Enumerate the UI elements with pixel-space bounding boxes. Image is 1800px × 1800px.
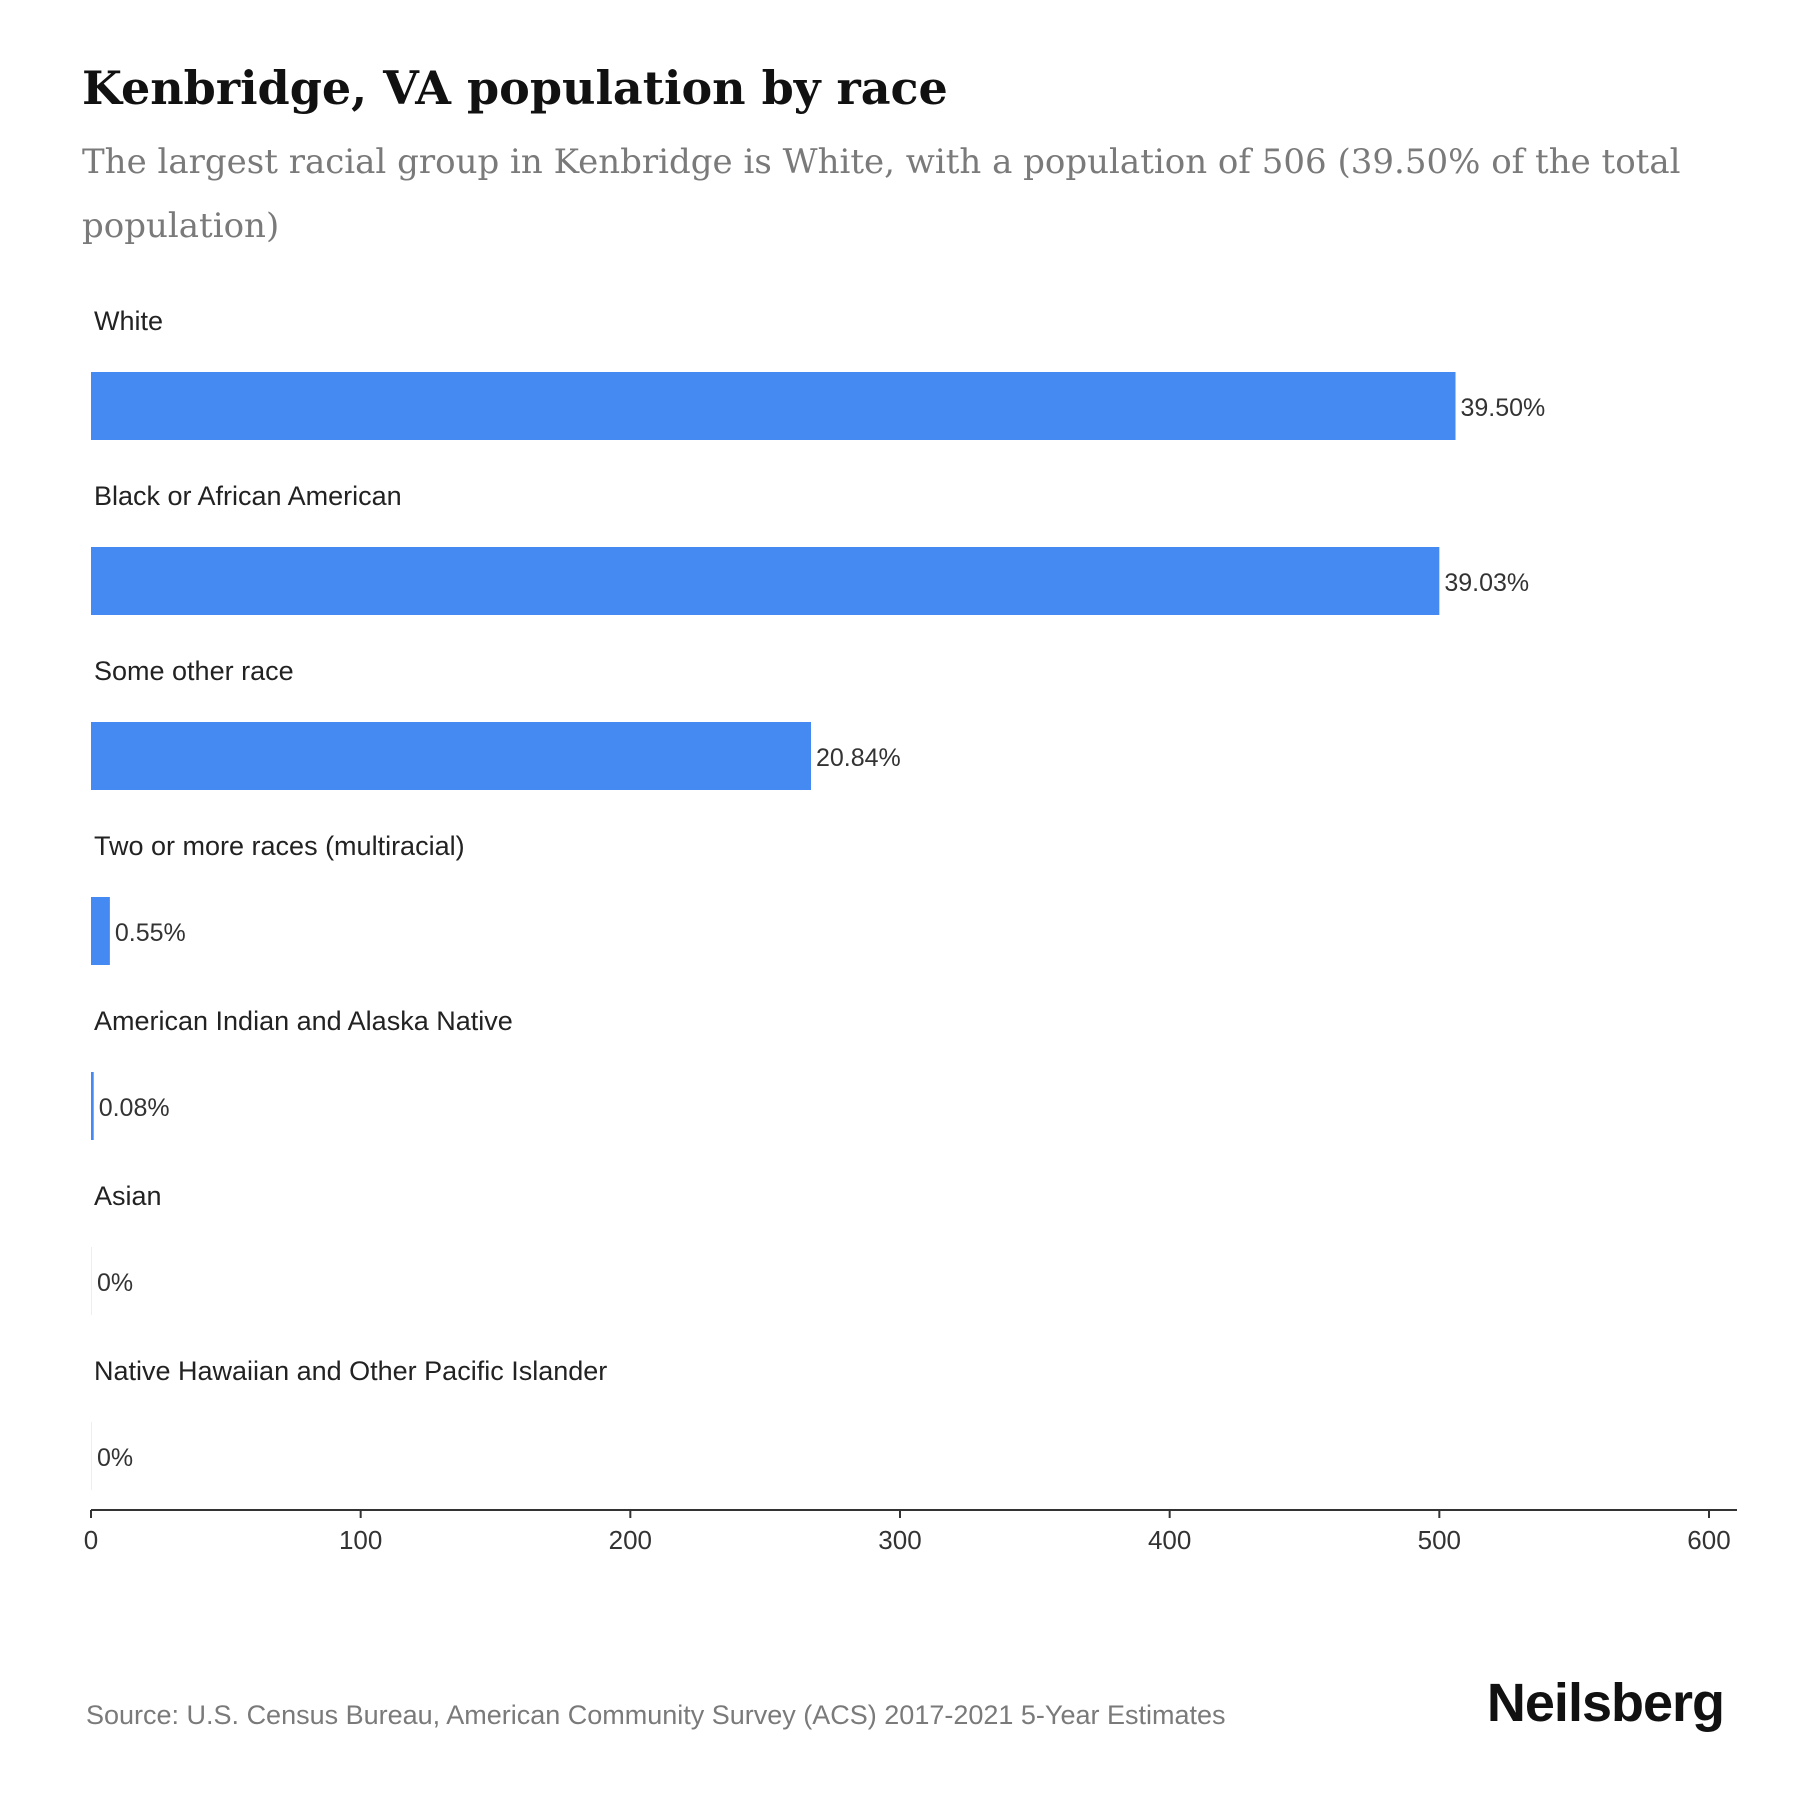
category-label: Some other race [94,656,294,686]
category-label: Native Hawaiian and Other Pacific Island… [94,1356,607,1386]
value-label: 0% [97,1444,133,1472]
bar [91,547,1440,615]
value-label: 39.03% [1444,569,1529,597]
bar [91,897,110,965]
value-label: 0.08% [99,1094,170,1122]
chart-title: Kenbridge, VA population by race [82,61,948,115]
value-label: 20.84% [816,744,901,772]
x-tick-label: 0 [84,1525,98,1555]
category-label: White [94,306,163,336]
bar [91,1072,94,1140]
bar-chart: White 39.50% Black or African American 39.0… [84,306,1737,1555]
chart-subtitle: The largest racial group in Kenbridge is… [82,142,1681,246]
x-tick-label: 400 [1148,1525,1191,1555]
x-tick-label: 100 [339,1525,382,1555]
source-note: Source: U.S. Census Bureau, American Com… [86,1700,1226,1730]
x-tick-label: 500 [1418,1525,1461,1555]
x-tick-label: 200 [609,1525,652,1555]
category-label: Two or more races (multiracial) [94,831,465,861]
bar [91,372,1456,440]
x-tick-label: 600 [1687,1525,1730,1555]
bar [91,1422,92,1490]
category-label: American Indian and Alaska Native [94,1006,513,1036]
category-label: Black or African American [94,481,402,511]
bar [91,1247,92,1315]
x-tick-label: 300 [878,1525,921,1555]
category-label: Asian [94,1181,162,1211]
neilsberg-logo: Neilsberg [1486,1673,1725,1733]
value-label: 39.50% [1461,394,1546,422]
bar [91,722,812,790]
value-label: 0.55% [115,919,186,947]
value-label: 0% [97,1269,133,1297]
